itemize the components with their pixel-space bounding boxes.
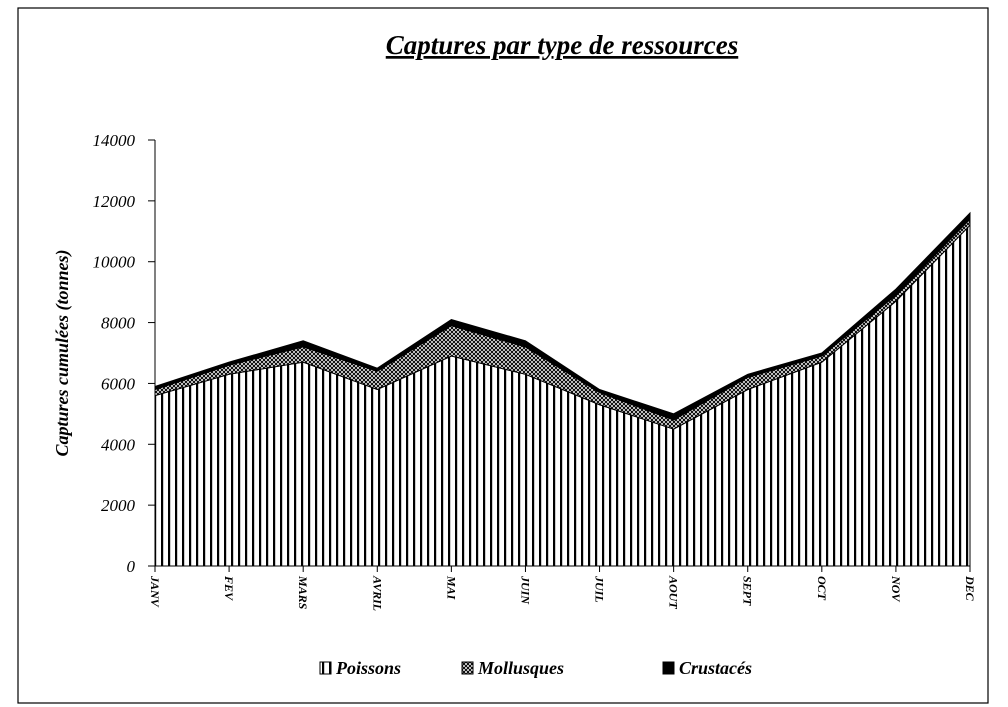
legend-label: Crustacés: [679, 658, 752, 678]
x-tick-label: JANV: [148, 575, 162, 608]
x-tick-label: OCT: [815, 576, 829, 601]
y-tick-label: 4000: [101, 435, 136, 454]
legend-swatch: [662, 661, 675, 675]
chart-title: Captures par type de ressources: [386, 30, 739, 60]
y-tick-label: 12000: [93, 192, 136, 211]
x-tick-label: DEC: [963, 575, 977, 602]
y-tick-label: 0: [127, 557, 136, 576]
legend-label: Mollusques: [477, 658, 564, 678]
x-tick-label: AOUT: [667, 575, 681, 609]
y-tick-label: 8000: [101, 314, 136, 333]
x-tick-label: MAI: [444, 575, 458, 601]
x-tick-label: SEPT: [741, 576, 755, 606]
x-tick-label: FEV: [222, 575, 236, 601]
y-tick-label: 14000: [93, 131, 136, 150]
y-axis-label: Captures cumulées (tonnes): [52, 249, 73, 456]
x-tick-label: AVRIL: [370, 575, 384, 611]
x-tick-label: NOV: [889, 575, 903, 602]
legend-swatch: [461, 661, 474, 675]
area: [154, 211, 971, 421]
legend-swatch: [319, 661, 332, 675]
legend-label: Poissons: [335, 658, 401, 678]
x-tick-label: JUIL: [593, 575, 607, 603]
y-tick-label: 6000: [101, 374, 136, 393]
y-tick-label: 10000: [93, 253, 136, 272]
x-tick-label: JUIN: [518, 575, 532, 605]
x-tick-label: MARS: [296, 575, 310, 610]
y-tick-label: 2000: [101, 496, 136, 515]
